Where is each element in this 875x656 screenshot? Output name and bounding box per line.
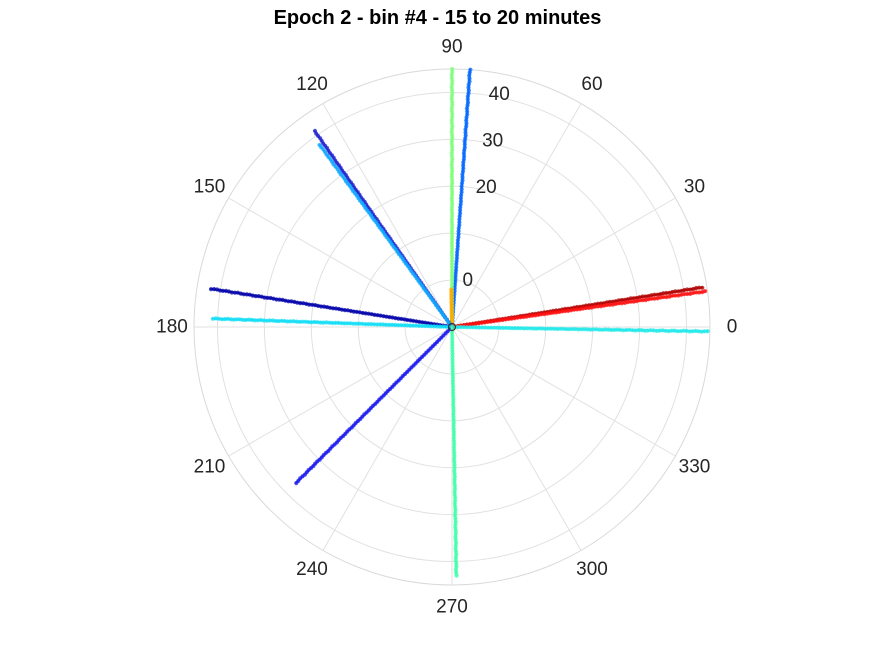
series-line (318, 143, 454, 329)
angle-tick-label: 30 (684, 177, 705, 198)
radius-tick-label: 0 (463, 270, 474, 291)
angle-tick-label: 180 (156, 317, 188, 338)
angle-tick-label: 240 (296, 559, 328, 580)
angle-tick-label: 0 (727, 317, 738, 338)
grid-spoke-300 (451, 326, 582, 551)
angle-tick-label: 270 (436, 597, 468, 618)
grid-spoke-150 (228, 197, 453, 328)
series-line (450, 288, 454, 329)
series-line (450, 325, 458, 577)
angle-tick-label: 90 (441, 37, 462, 58)
grid-spoke-30 (451, 197, 676, 328)
series-2 (449, 324, 710, 334)
series-1 (449, 289, 708, 330)
angle-tick-label: 300 (576, 559, 608, 580)
radius-tick-label: 30 (482, 131, 503, 152)
series-line (450, 68, 472, 329)
grid-spoke-210 (228, 326, 453, 457)
angle-tick-label: 150 (194, 177, 226, 198)
angle-tick-label: 60 (581, 74, 602, 95)
angle-tick-label: 120 (296, 74, 328, 95)
series-line (211, 317, 454, 329)
series-line (209, 287, 454, 329)
series-7 (317, 142, 455, 330)
radius-tick-label: 40 (489, 84, 510, 105)
series-line (295, 325, 454, 484)
axis-labels: 0 30 60 90 120 150 180 210 240 270 300 330 0 20 30 40 (156, 37, 737, 618)
grid-spoke-120 (322, 103, 453, 328)
data-series (208, 66, 710, 578)
chart-title: Epoch 2 - bin #4 - 15 to 20 minutes (273, 7, 602, 29)
center-marker (447, 322, 457, 332)
angle-tick-label: 210 (194, 457, 226, 478)
series-11 (449, 324, 459, 578)
grid-spoke-60 (451, 103, 582, 328)
grid-spoke-330 (451, 326, 676, 457)
series-8 (208, 287, 455, 330)
series-line (450, 290, 707, 329)
series-10 (294, 324, 455, 486)
grid-spoke-240 (322, 326, 453, 551)
angle-tick-label: 330 (679, 457, 711, 478)
series-line (450, 325, 709, 333)
radius-tick-label: 20 (476, 177, 497, 198)
